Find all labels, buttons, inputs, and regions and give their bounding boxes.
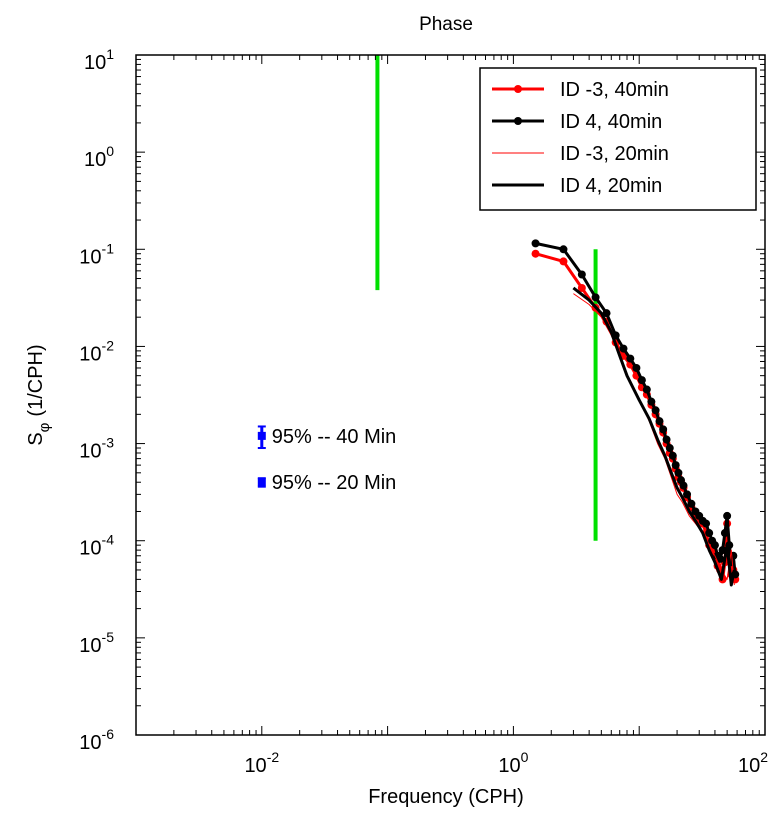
data-point: [632, 364, 640, 372]
series-2: [532, 239, 740, 578]
y-tick-label: 100: [84, 143, 114, 171]
y-tick-label: 10-1: [79, 240, 114, 268]
x-tick-label: 102: [738, 749, 768, 777]
data-point: [723, 512, 731, 520]
data-point: [680, 482, 688, 490]
confidence-label: 95% -- 20 Min: [272, 472, 397, 494]
data-point: [559, 257, 567, 265]
confidence-bars: 95% -- 40 Min 95% -- 20 Min: [258, 426, 397, 494]
data-point: [663, 436, 671, 444]
data-point: [626, 355, 634, 363]
data-point: [666, 444, 674, 452]
data-point: [532, 239, 540, 247]
y-tick-label: 10-2: [79, 337, 114, 365]
y-tick-label: 10-6: [79, 726, 114, 754]
data-point: [711, 541, 719, 549]
chart-title: Phase: [419, 14, 473, 35]
data-point: [592, 293, 600, 301]
data-point: [619, 345, 627, 353]
x-tick-label: 10-2: [244, 749, 279, 777]
confidence-bar-2: 95% -- 20 Min: [258, 472, 397, 494]
y-tick-label: 101: [84, 46, 114, 74]
data-point: [578, 271, 586, 279]
series-layer: [532, 239, 740, 585]
y-axis-label-sub: φ: [36, 422, 53, 432]
data-point: [672, 461, 680, 469]
legend-label: ID 4, 40min: [560, 111, 662, 133]
legend: ID -3, 40min ID 4, 40min ID -3, 20min ID 4,…: [480, 68, 756, 210]
y-axis-label-unit: (1/CPH): [25, 344, 47, 416]
y-axis-label: Sφ (1/CPH): [25, 344, 53, 445]
legend-label: ID 4, 20min: [560, 175, 662, 197]
legend-marker: [514, 117, 522, 125]
data-point: [669, 452, 677, 460]
y-tick-label: 10-5: [79, 629, 114, 657]
y-axis-label-main: S: [25, 432, 47, 445]
x-axis-label: Frequency (CPH): [368, 786, 524, 808]
data-point: [674, 469, 682, 477]
confidence-label: 95% -- 40 Min: [272, 426, 397, 448]
legend-label: ID -3, 20min: [560, 143, 669, 165]
confidence-bar-1: 95% -- 40 Min: [258, 426, 397, 448]
data-point: [647, 398, 655, 406]
confidence-marker: [258, 432, 266, 440]
data-point: [652, 406, 660, 414]
data-point: [643, 386, 651, 394]
confidence-marker: [258, 478, 266, 486]
data-point: [559, 245, 567, 253]
data-point: [687, 500, 695, 508]
x-tick-label: 100: [498, 749, 528, 777]
data-point: [656, 417, 664, 425]
data-point: [705, 529, 713, 537]
y-tick-label: 10-4: [79, 532, 114, 560]
data-point: [638, 376, 646, 384]
data-point: [683, 490, 691, 498]
data-point: [721, 529, 729, 537]
data-point: [659, 425, 667, 433]
data-point: [532, 250, 540, 258]
legend-marker: [514, 85, 522, 93]
data-point: [702, 520, 710, 528]
y-tick-label: 10-3: [79, 435, 114, 463]
legend-label: ID -3, 40min: [560, 79, 669, 101]
